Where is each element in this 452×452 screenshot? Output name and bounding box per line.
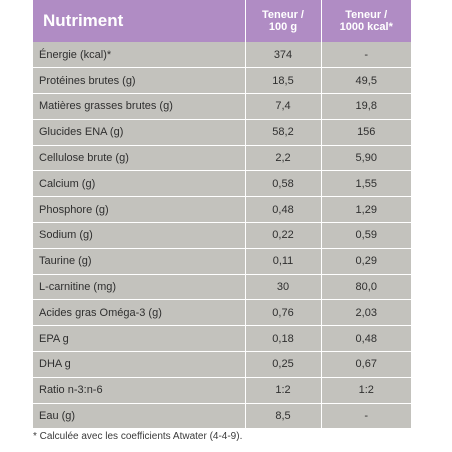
value-per-1000kcal: - — [321, 403, 411, 430]
nutrient-name: Cellulose brute (g) — [33, 145, 246, 172]
table-row: Sodium (g) 0,22 0,59 — [33, 222, 411, 249]
header-per-100g: Teneur / 100 g — [245, 0, 322, 42]
nutrient-name: Eau (g) — [33, 403, 246, 430]
table-row: Phosphore (g) 0,48 1,29 — [33, 196, 411, 224]
value-per-1000kcal: 2,03 — [321, 299, 411, 327]
table-row: EPA g 0,18 0,48 — [33, 325, 411, 353]
nutrient-name: Taurine (g) — [33, 248, 246, 275]
value-per-100g: 58,2 — [245, 119, 322, 146]
header-per-100g-line1: Teneur / — [262, 9, 304, 21]
table-row: Matières grasses brutes (g) 7,4 19,8 — [33, 93, 411, 120]
table-row: Taurine (g) 0,11 0,29 — [33, 248, 411, 275]
value-per-100g: 0,18 — [245, 325, 322, 353]
nutrition-table-container: Nutriment Teneur / 100 g Teneur / 1000 k… — [33, 0, 411, 430]
value-per-100g: 374 — [245, 42, 322, 69]
table-row: Glucides ENA (g) 58,2 156 — [33, 119, 411, 146]
value-per-100g: 0,76 — [245, 299, 322, 327]
nutrient-name: DHA g — [33, 351, 246, 378]
value-per-1000kcal: 0,67 — [321, 351, 411, 378]
nutrient-name: Ratio n-3:n-6 — [33, 377, 246, 404]
value-per-1000kcal: - — [321, 42, 411, 69]
value-per-100g: 0,58 — [245, 170, 322, 198]
table-row: Eau (g) 8,5- — [33, 403, 411, 430]
table-row: Cellulose brute (g) 2,2 5,90 — [33, 145, 411, 172]
table-row: Énergie (kcal)* 374- — [33, 42, 411, 69]
value-per-1000kcal: 0,59 — [321, 222, 411, 249]
nutrition-table: Nutriment Teneur / 100 g Teneur / 1000 k… — [33, 0, 411, 430]
nutrient-name: Acides gras Oméga-3 (g) — [33, 299, 246, 327]
value-per-100g: 18,5 — [245, 67, 322, 95]
table-row: Acides gras Oméga-3 (g) 0,76 2,03 — [33, 299, 411, 327]
value-per-1000kcal: 19,8 — [321, 93, 411, 120]
header-per-1000kcal: Teneur / 1000 kcal* — [321, 0, 411, 42]
table-row: DHA g 0,25 0,67 — [33, 351, 411, 378]
value-per-100g: 2,2 — [245, 145, 322, 172]
value-per-1000kcal: 80,0 — [321, 274, 411, 301]
table-header-row: Nutriment Teneur / 100 g Teneur / 1000 k… — [33, 0, 411, 42]
header-nutriment: Nutriment — [33, 0, 246, 42]
value-per-1000kcal: 156 — [321, 119, 411, 146]
nutrient-name: Calcium (g) — [33, 170, 246, 198]
value-per-1000kcal: 1,29 — [321, 196, 411, 224]
nutrient-name: Protéines brutes (g) — [33, 67, 246, 95]
table-row: Calcium (g) 0,58 1,55 — [33, 170, 411, 198]
nutrient-name: L-carnitine (mg) — [33, 274, 246, 301]
value-per-100g: 0,22 — [245, 222, 322, 249]
value-per-1000kcal: 0,48 — [321, 325, 411, 353]
header-per-1000kcal-line2: 1000 kcal* — [339, 21, 393, 33]
nutrient-name: Matières grasses brutes (g) — [33, 93, 246, 120]
value-per-100g: 1:2 — [245, 377, 322, 404]
nutrient-name: Glucides ENA (g) — [33, 119, 246, 146]
table-row: L-carnitine (mg) 30 80,0 — [33, 274, 411, 301]
value-per-1000kcal: 1,55 — [321, 170, 411, 198]
value-per-1000kcal: 0,29 — [321, 248, 411, 275]
table-body: Énergie (kcal)* 374- Protéines brutes (g) 1… — [33, 42, 411, 430]
value-per-1000kcal: 1:2 — [321, 377, 411, 404]
value-per-100g: 0,48 — [245, 196, 322, 224]
header-per-1000kcal-line1: Teneur / — [345, 9, 388, 21]
header-per-100g-line2: 100 g — [268, 21, 298, 33]
value-per-100g: 0,25 — [245, 351, 322, 378]
table-row: Ratio n-3:n-6 1:2 1:2 — [33, 377, 411, 404]
nutrient-name: Phosphore (g) — [33, 196, 246, 224]
footnote: * Calculée avec les coefficients Atwater… — [33, 431, 243, 442]
value-per-100g: 30 — [245, 274, 322, 301]
value-per-1000kcal: 5,90 — [321, 145, 411, 172]
value-per-100g: 7,4 — [245, 93, 322, 120]
nutrient-name: Énergie (kcal)* — [33, 42, 246, 69]
nutrient-name: EPA g — [33, 325, 246, 353]
nutrient-name: Sodium (g) — [33, 222, 246, 249]
value-per-100g: 0,11 — [245, 248, 322, 275]
value-per-100g: 8,5 — [245, 403, 322, 430]
value-per-1000kcal: 49,5 — [321, 67, 411, 95]
table-row: Protéines brutes (g) 18,5 49,5 — [33, 67, 411, 95]
